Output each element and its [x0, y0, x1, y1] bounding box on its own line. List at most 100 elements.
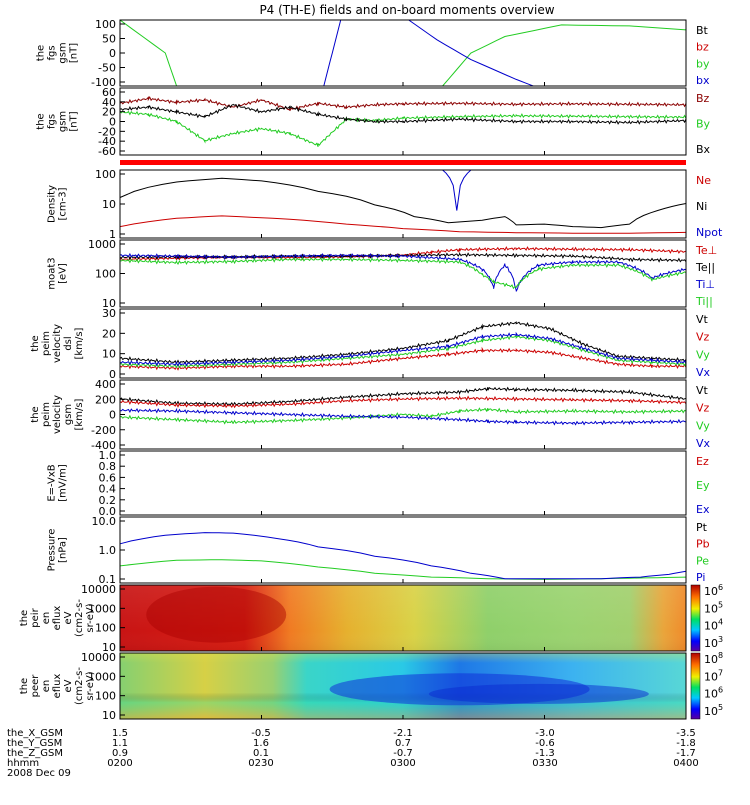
ephemeris-value: -0.6 — [535, 738, 555, 749]
y-axis-label-line: sr-eV) — [85, 671, 96, 700]
legend-entry: Pt — [696, 521, 708, 534]
legend-entry: Ni — [696, 200, 707, 213]
ephemeris-value: 0330 — [532, 758, 557, 769]
series-vy-line — [119, 335, 687, 369]
series-vx-line — [120, 407, 687, 426]
y-tick-label: 40 — [102, 96, 116, 109]
y-axis-label-line: sr-eV) — [85, 603, 96, 632]
colorbar-tick-label: 104 — [704, 618, 723, 633]
series-npot-line — [442, 169, 472, 211]
y-tick-label: 1.0 — [99, 544, 117, 557]
series-pi-line — [119, 532, 687, 580]
y-axis-label-line: fgs — [47, 45, 58, 60]
y-tick-label: 20 — [102, 327, 116, 340]
ephemeris-value: 1.5 — [112, 728, 128, 739]
legend-entry: Vt — [696, 313, 709, 326]
ephemeris-value: 0230 — [248, 758, 273, 769]
series-vt-line — [119, 321, 687, 365]
legend-entry: Pi — [696, 571, 705, 584]
y-tick-label: 100 — [95, 622, 116, 635]
legend-entry: Vt — [696, 384, 709, 397]
series-vz-line — [119, 395, 687, 409]
series-vt-line — [119, 386, 687, 407]
y-axis-label-line: eflux — [52, 674, 63, 699]
y-tick-label: -400 — [91, 439, 116, 452]
ephemeris-row-label: the_Y_GSM — [7, 738, 62, 749]
series-ni-line — [119, 177, 687, 229]
panel-10: 108 107 106 105 10000 1000 100 10 the peer en eflux… — [19, 651, 723, 722]
y-tick-label: 1000 — [88, 670, 116, 683]
y-tick-label: 0.4 — [99, 483, 117, 496]
legend-entry: By — [696, 118, 711, 131]
y-axis-label-line: E=-VxB — [47, 464, 58, 501]
y-axis-label-line: eflux — [52, 606, 63, 631]
legend-entry: Vy — [696, 419, 710, 432]
ephemeris-value: -3.0 — [535, 728, 555, 739]
legend-entry: Ez — [696, 455, 709, 468]
y-tick-label: 100 — [95, 168, 116, 181]
y-axis-label-line: (cm2-s- — [74, 667, 85, 705]
legend-entry: Te|| — [695, 261, 715, 274]
series-ne-line — [119, 215, 687, 234]
ephemeris-value: -2.1 — [393, 728, 413, 739]
y-axis-label-line: gsm — [58, 111, 69, 132]
legend-entry: Vz — [696, 331, 710, 344]
colorbar-tick-label: 108 — [704, 651, 723, 666]
ephemeris-value: -0.7 — [393, 748, 413, 759]
y-axis-label-line: en — [41, 612, 52, 625]
y-tick-label: 50 — [102, 33, 116, 46]
panel-8: 10.0 1.0 0.1 Pressure [nPa] Pt Pb Pe Pi — [47, 515, 710, 586]
y-axis-label-line: [nPa] — [58, 537, 69, 563]
y-tick-label: 1000 — [88, 602, 116, 615]
series-by-line — [119, 110, 687, 147]
y-axis-label-line: (cm2-s- — [74, 599, 85, 637]
colorbar-tick-label: 103 — [704, 635, 723, 650]
series-ti--line — [120, 256, 687, 290]
y-axis-label-line: [cm-3] — [58, 187, 69, 220]
y-axis-label-line: gsm — [63, 404, 74, 425]
legend-entry: Ey — [696, 479, 710, 492]
ephemeris-value: -1.8 — [676, 738, 696, 749]
panel-1: 100 500 -50-100 the fgs gsm [nT] Bt bz by bx — [36, 18, 710, 89]
spectrogram-low-flux-band — [428, 683, 649, 704]
ephemeris-value: 0200 — [107, 758, 132, 769]
ephemeris-row-label: the_Z_GSM — [7, 748, 63, 759]
series-bx-line — [119, 103, 687, 125]
ephemeris-value: 1.6 — [253, 738, 269, 749]
ephemeris-value: -1.3 — [535, 748, 555, 759]
y-tick-label: 200 — [95, 393, 116, 406]
legend-entry: Pb — [696, 538, 710, 551]
y-axis-label-line: [nT] — [69, 111, 80, 131]
y-tick-label: -100 — [91, 76, 116, 89]
y-tick-label: 100 — [95, 690, 116, 703]
y-tick-label: -60 — [98, 145, 116, 158]
panel-9: 106 105 104 103 10000 1000 100 10 the peir en eflux… — [19, 583, 723, 654]
y-axis-label-line: [mV/m] — [58, 464, 69, 502]
legend-entry: Ex — [696, 503, 710, 516]
panel-7: 1.00.80.60.40.20.0 E=-VxB [mV/m] Ez Ey Ex — [47, 449, 710, 518]
y-tick-label: 0 — [109, 409, 116, 422]
panel-frame — [119, 516, 687, 584]
y-tick-label: 1 — [109, 228, 116, 241]
panel-frame — [119, 19, 687, 87]
y-axis-label-line: en — [41, 680, 52, 693]
y-axis-label-line: the — [30, 335, 41, 351]
y-tick-label: -50 — [98, 62, 116, 75]
y-tick-label: 0.2 — [99, 494, 117, 507]
ephemeris-row-label: hhmm — [7, 758, 39, 769]
y-tick-label: 0 — [109, 368, 116, 381]
y-tick-label: 10 — [102, 348, 116, 361]
legend-entry: Vx — [696, 437, 711, 450]
y-tick-label: 0 — [109, 116, 116, 129]
y-axis-label-line: peim — [41, 331, 52, 356]
legend-entry: Ne — [696, 174, 711, 187]
y-tick-label: 10 — [102, 297, 116, 310]
series-vx-line — [120, 331, 687, 367]
colorbar-tick-label: 106 — [704, 583, 723, 598]
y-tick-label: 10 — [102, 641, 116, 654]
y-tick-label: 20 — [102, 106, 116, 119]
y-axis-label-line: [km/s] — [74, 327, 85, 359]
y-axis-label-line: fgs — [47, 114, 58, 129]
